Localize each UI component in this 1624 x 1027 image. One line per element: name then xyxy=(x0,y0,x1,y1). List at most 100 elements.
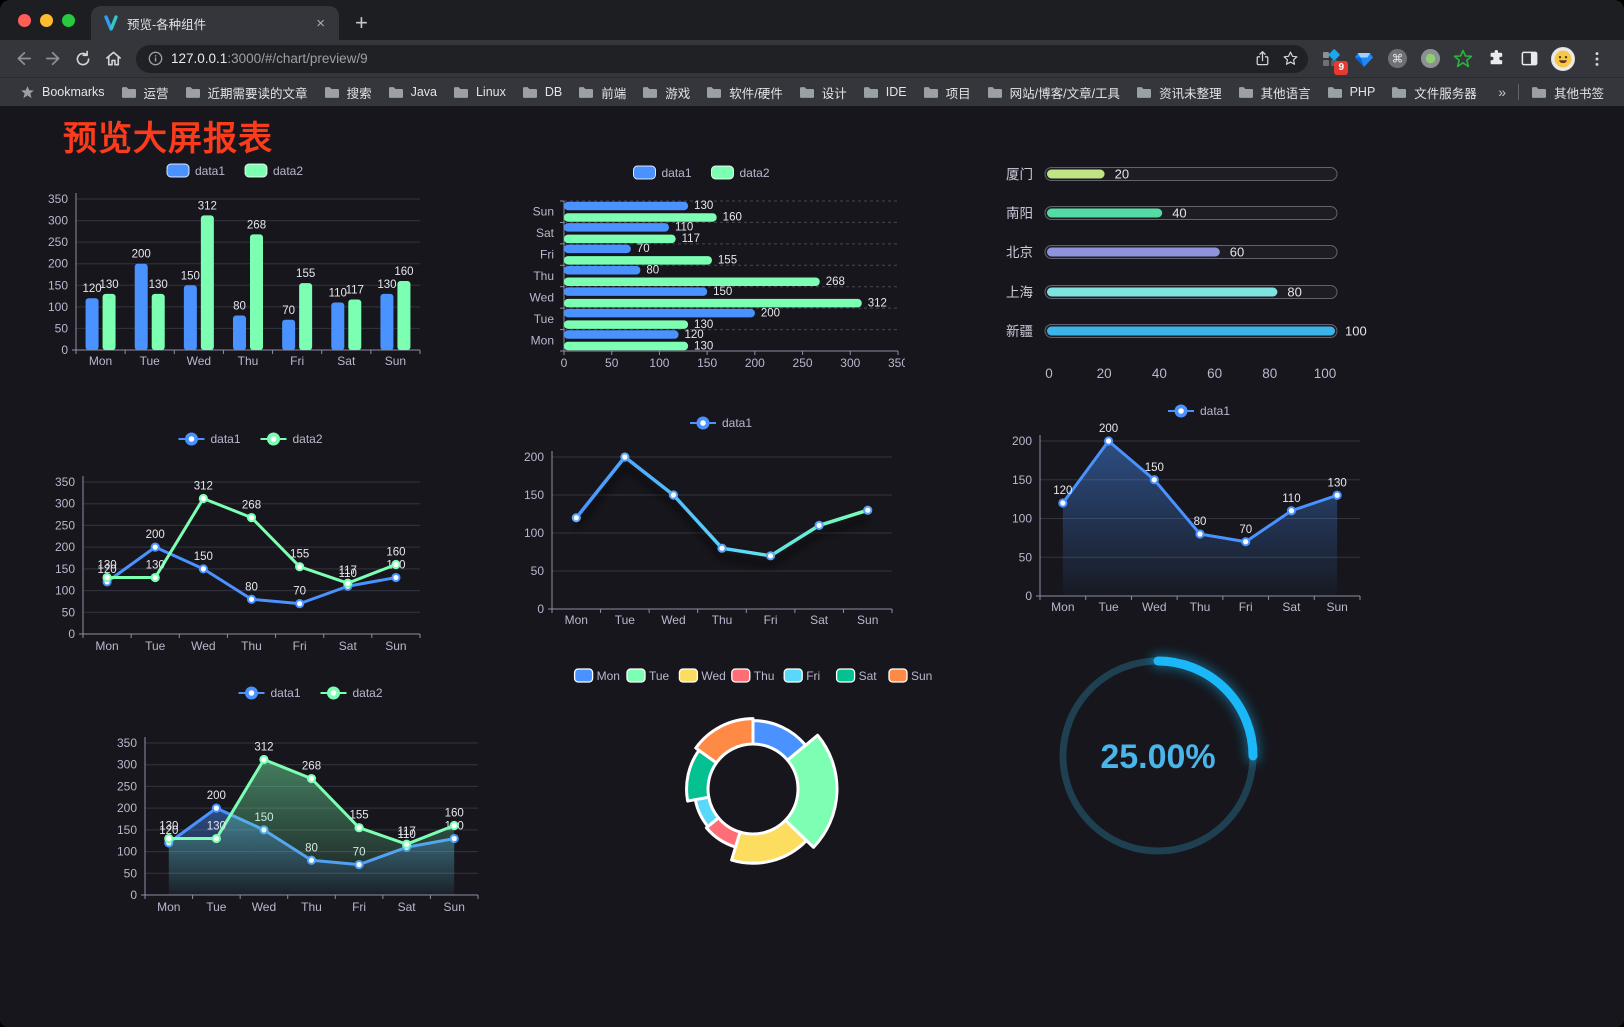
bookmark-folder-label: PHP xyxy=(1349,85,1376,99)
address-bar[interactable]: 127.0.0.1:3000/#/chart/preview/9 xyxy=(136,44,1308,73)
bookmark-star-button[interactable] xyxy=(1276,46,1304,72)
reload-button[interactable] xyxy=(68,44,98,74)
svg-text:Wed: Wed xyxy=(701,669,725,683)
svg-text:155: 155 xyxy=(718,255,737,267)
area-chart-single: data1 50 100 150 200 0 Mon Tue Wed Thu Fri Sat Sun 12… xyxy=(985,391,1370,619)
other-bookmarks-label: 其他书签 xyxy=(1553,86,1604,101)
extension-command-icon[interactable]: ⌘ xyxy=(1386,48,1408,70)
bookmark-folder[interactable]: 文件服务器 xyxy=(1383,80,1485,105)
url-host: 127.0.0.1 xyxy=(171,51,228,66)
svg-text:200: 200 xyxy=(1012,434,1032,448)
extension-record-icon[interactable] xyxy=(1419,48,1441,70)
new-tab-button[interactable]: + xyxy=(355,10,368,35)
svg-text:268: 268 xyxy=(826,276,845,288)
bookmark-folder[interactable]: Java xyxy=(380,82,445,102)
bookmark-folder[interactable]: 运营 xyxy=(113,80,177,105)
svg-text:Wed: Wed xyxy=(187,354,211,368)
bookmark-folder[interactable]: 近期需要读的文章 xyxy=(177,80,316,105)
extensions-puzzle-icon[interactable] xyxy=(1485,48,1507,70)
bookmark-folder-label: 搜索 xyxy=(346,86,372,101)
forward-button[interactable] xyxy=(38,44,68,74)
tab-close-icon[interactable]: × xyxy=(316,14,325,32)
bookmark-folder-label: 网站/博客/文章/工具 xyxy=(1009,86,1121,101)
bookmark-folder[interactable]: 资讯未整理 xyxy=(1128,80,1230,105)
svg-text:70: 70 xyxy=(282,305,295,317)
svg-text:Tue: Tue xyxy=(145,639,166,653)
bookmark-folder[interactable]: Linux xyxy=(445,82,514,102)
bookmark-folder[interactable]: IDE xyxy=(855,82,915,102)
bookmark-folder[interactable]: 设计 xyxy=(791,80,855,105)
other-bookmarks[interactable]: 其他书签 xyxy=(1523,80,1612,105)
svg-text:110: 110 xyxy=(397,829,415,841)
svg-text:50: 50 xyxy=(124,866,138,880)
folder-icon xyxy=(863,86,878,98)
tab-favicon-icon xyxy=(103,15,119,31)
svg-text:70: 70 xyxy=(1239,524,1252,536)
bookmark-folder[interactable]: 其他语言 xyxy=(1230,80,1319,105)
svg-text:50: 50 xyxy=(531,564,545,578)
bookmark-folder[interactable]: 软件/硬件 xyxy=(698,80,790,105)
side-panel-icon[interactable] xyxy=(1518,48,1540,70)
svg-text:250: 250 xyxy=(48,235,68,249)
svg-text:Mon: Mon xyxy=(89,354,112,368)
svg-text:300: 300 xyxy=(55,497,75,511)
svg-text:100: 100 xyxy=(48,300,68,314)
svg-text:data2: data2 xyxy=(293,432,323,446)
svg-text:0: 0 xyxy=(61,343,68,357)
folder-icon xyxy=(1531,86,1546,98)
bookmark-folder[interactable]: PHP xyxy=(1319,82,1384,102)
url-text: 127.0.0.1:3000/#/chart/preview/9 xyxy=(171,51,1248,66)
folder-icon xyxy=(1327,86,1342,98)
svg-text:150: 150 xyxy=(194,551,213,563)
svg-text:155: 155 xyxy=(296,268,315,280)
extension-grid-icon[interactable]: 9 xyxy=(1320,48,1348,75)
extension-star-icon[interactable] xyxy=(1452,48,1474,70)
zoom-window-button[interactable] xyxy=(62,13,75,27)
bookmark-folder-label: 前端 xyxy=(601,86,627,101)
svg-text:200: 200 xyxy=(132,249,151,261)
extensions-row: 9 ⌘ xyxy=(1316,46,1616,75)
svg-text:Sun: Sun xyxy=(444,900,465,914)
minimize-window-button[interactable] xyxy=(40,13,53,27)
svg-text:20: 20 xyxy=(1097,366,1112,381)
bookmark-folder[interactable]: 前端 xyxy=(570,80,634,105)
svg-text:117: 117 xyxy=(339,565,357,577)
site-info-icon[interactable] xyxy=(148,51,163,66)
menu-kebab-icon[interactable] xyxy=(1586,48,1608,70)
svg-text:100: 100 xyxy=(55,584,75,598)
svg-text:250: 250 xyxy=(793,356,813,370)
extension-gem-icon[interactable] xyxy=(1353,48,1375,70)
folder-icon xyxy=(923,86,938,98)
close-window-button[interactable] xyxy=(18,13,31,27)
bookmark-folder[interactable]: 搜索 xyxy=(316,80,380,105)
bookmark-folder[interactable]: 项目 xyxy=(915,80,979,105)
bookmarks-overflow-chevron[interactable]: » xyxy=(1498,84,1506,100)
home-button[interactable] xyxy=(98,44,128,74)
bookmark-folder-label: Linux xyxy=(475,85,506,99)
bookmark-folder[interactable]: DB xyxy=(514,82,570,102)
bookmark-folder-label: DB xyxy=(544,85,563,99)
line-chart-two-series: data1 data2 50 100 150 200 250 300 350 0 Mon Tue Wed… xyxy=(40,425,432,665)
bookmarks-manager[interactable]: Bookmarks xyxy=(12,82,113,103)
folder-icon xyxy=(324,86,339,98)
svg-text:130: 130 xyxy=(159,821,178,833)
svg-text:Sat: Sat xyxy=(810,613,829,627)
svg-text:Sat: Sat xyxy=(859,669,878,683)
svg-text:70: 70 xyxy=(637,243,650,255)
svg-text:Mon: Mon xyxy=(1051,600,1074,614)
back-button[interactable] xyxy=(8,44,38,74)
svg-text:Mon: Mon xyxy=(597,669,620,683)
bookmark-folder-label: 其他语言 xyxy=(1260,86,1311,101)
profile-avatar[interactable] xyxy=(1551,46,1575,71)
share-button[interactable] xyxy=(1248,46,1276,72)
svg-text:Sun: Sun xyxy=(533,205,554,219)
bookmark-folder[interactable]: 网站/博客/文章/工具 xyxy=(979,80,1128,105)
svg-text:110: 110 xyxy=(1282,493,1300,505)
svg-text:150: 150 xyxy=(181,270,200,282)
bookmarks-bar: Bookmarks 运营 近期需要读的文章 搜索 Java Linux DB 前端 游戏 软件/… xyxy=(0,77,1624,106)
svg-text:155: 155 xyxy=(290,549,309,561)
bookmark-folder[interactable]: 游戏 xyxy=(634,80,698,105)
svg-text:100: 100 xyxy=(524,526,544,540)
svg-text:Wed: Wed xyxy=(1142,600,1166,614)
browser-tab[interactable]: 预览-各种组件 × xyxy=(91,6,339,40)
